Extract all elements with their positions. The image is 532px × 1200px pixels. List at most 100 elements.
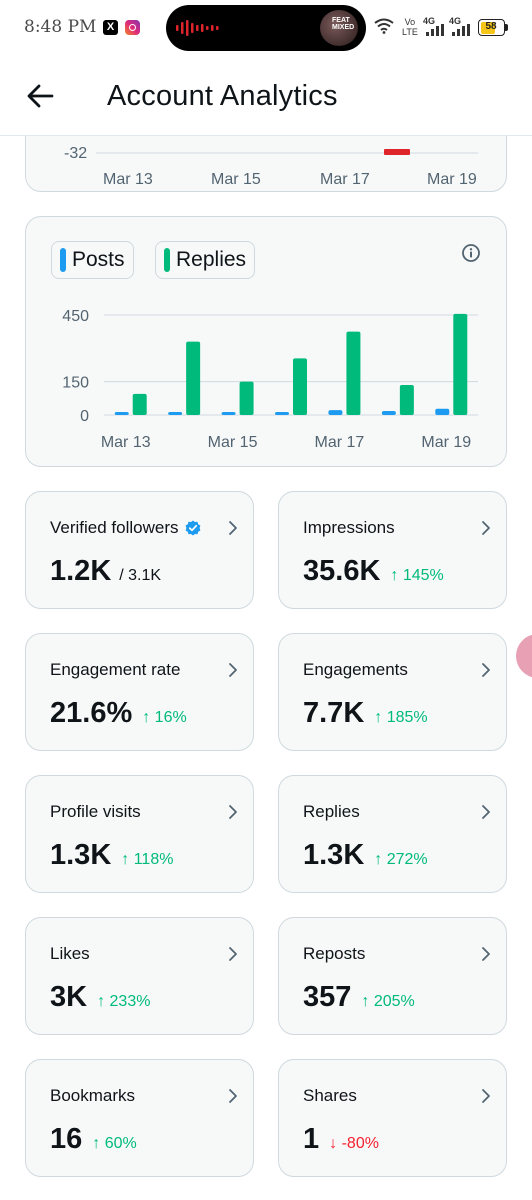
legend-posts[interactable]: Posts xyxy=(51,241,134,279)
replies-bar[interactable] xyxy=(186,341,201,415)
chevron-right-icon xyxy=(482,805,490,819)
posts-bar[interactable] xyxy=(381,411,396,415)
metric-card[interactable]: Profile visits 1.3K ↑ 118% xyxy=(25,775,254,893)
back-arrow-icon[interactable] xyxy=(22,78,58,114)
battery-nub xyxy=(505,24,508,31)
metric-value: 21.6% xyxy=(50,697,133,729)
posts-bar[interactable] xyxy=(168,412,183,415)
metric-title-text: Bookmarks xyxy=(50,1086,136,1105)
metric-value-row: 1.2K / 3.1K xyxy=(50,555,161,588)
metric-value-row: 3K ↑ 233% xyxy=(50,981,150,1014)
chevron-right-icon xyxy=(229,947,237,961)
metric-value-row: 16 ↑ 60% xyxy=(50,1123,137,1156)
metric-value-row: 7.7K ↑ 185% xyxy=(303,697,428,730)
metric-title: Bookmarks xyxy=(50,1086,135,1106)
posts-replies-chart-card: Posts Replies 450 150 0 Mar 13 Mar 15 Mar 17 M… xyxy=(25,216,507,467)
metric-card[interactable]: Reposts 357 ↑ 205% xyxy=(278,917,507,1035)
y-tick-label: -32 xyxy=(64,145,87,162)
metric-change: ↑ 118% xyxy=(121,851,174,868)
metric-card[interactable]: Likes 3K ↑ 233% xyxy=(25,917,254,1035)
metric-value-row: 21.6% ↑ 16% xyxy=(50,697,187,730)
metric-change: ↑ 145% xyxy=(390,567,444,584)
legend-label: Posts xyxy=(72,248,125,271)
metric-change: ↑ 205% xyxy=(361,993,415,1010)
wifi-icon xyxy=(374,18,394,34)
chevron-right-icon xyxy=(482,947,490,961)
chevron-right-icon xyxy=(229,663,237,677)
x-tick-label: Mar 13 xyxy=(103,171,153,188)
x-tick-label: Mar 13 xyxy=(101,434,151,451)
metric-card[interactable]: Engagement rate 21.6% ↑ 16% xyxy=(25,633,254,751)
metric-title-text: Replies xyxy=(303,802,360,821)
metric-value: 35.6K xyxy=(303,555,381,587)
metric-value-row: 1.3K ↑ 118% xyxy=(50,839,173,872)
posts-bar[interactable] xyxy=(114,412,129,415)
y-tick-label: 0 xyxy=(80,408,89,425)
previous-chart-card: -32 Mar 13 Mar 15 Mar 17 Mar 19 xyxy=(25,136,507,192)
x-tick-label: Mar 17 xyxy=(315,434,365,451)
chevron-right-icon xyxy=(229,805,237,819)
metric-title-text: Likes xyxy=(50,944,90,963)
replies-bar[interactable] xyxy=(293,358,307,415)
metric-card[interactable]: Replies 1.3K ↑ 272% xyxy=(278,775,507,893)
metric-value: 1.3K xyxy=(50,839,112,871)
posts-bar[interactable] xyxy=(435,408,450,415)
metric-title-text: Impressions xyxy=(303,518,395,537)
battery-icon: 58 xyxy=(478,19,505,36)
metric-change: ↑ 272% xyxy=(374,851,428,868)
metric-title-text: Engagement rate xyxy=(50,660,181,679)
x-tick-label: Mar 19 xyxy=(421,434,471,451)
audio-wave-icon xyxy=(176,20,219,36)
metric-card[interactable]: Verified followers 1.2K / 3.1K xyxy=(25,491,254,609)
metric-value-row: 35.6K ↑ 145% xyxy=(303,555,444,588)
metric-value: 1.2K xyxy=(50,555,112,587)
page-title: Account Analytics xyxy=(107,80,338,112)
floating-bubble[interactable] xyxy=(516,634,532,678)
replies-bar[interactable] xyxy=(239,381,254,415)
metric-card[interactable]: Engagements 7.7K ↑ 185% xyxy=(278,633,507,751)
signal-icon xyxy=(452,24,470,36)
replies-bar[interactable] xyxy=(132,393,147,415)
status-time: 8:48 PM xyxy=(24,17,97,37)
posts-bar[interactable] xyxy=(328,410,343,415)
metric-value: 357 xyxy=(303,981,352,1013)
metric-value: 7.7K xyxy=(303,697,365,729)
info-icon[interactable] xyxy=(461,243,481,263)
metric-value: 16 xyxy=(50,1123,83,1155)
metric-title: Replies xyxy=(303,802,360,822)
chart-bar xyxy=(384,149,410,155)
metric-change: ↓ -80% xyxy=(329,1135,379,1152)
metric-value-row: 1 ↓ -80% xyxy=(303,1123,379,1156)
replies-bar[interactable] xyxy=(399,385,414,415)
metric-title-text: Profile visits xyxy=(50,802,141,821)
metric-value-row: 1.3K ↑ 272% xyxy=(303,839,428,872)
metric-title: Engagement rate xyxy=(50,660,180,680)
chevron-right-icon xyxy=(482,521,490,535)
analytics-content[interactable]: -32 Mar 13 Mar 15 Mar 17 Mar 19 Posts Re… xyxy=(0,136,532,1200)
metric-change: ↑ 185% xyxy=(374,709,428,726)
metric-card[interactable]: Shares 1 ↓ -80% xyxy=(278,1059,507,1177)
posts-bar[interactable] xyxy=(275,412,289,415)
volte-indicator: Vo LTE xyxy=(402,17,418,37)
media-thumbnail-text: FEAT MIXED xyxy=(332,17,355,31)
metric-title-text: Verified followers xyxy=(50,518,179,537)
replies-bar[interactable] xyxy=(453,313,468,415)
x-tick-label: Mar 17 xyxy=(320,171,370,188)
metric-change: ↑ 60% xyxy=(92,1135,137,1152)
metric-title: Engagements xyxy=(303,660,408,680)
status-bar: 8:48 PM X FEAT MIXED Vo LTE 4G 4G xyxy=(0,0,532,58)
metric-card[interactable]: Bookmarks 16 ↑ 60% xyxy=(25,1059,254,1177)
previous-chart: -32 Mar 13 Mar 15 Mar 17 Mar 19 xyxy=(64,145,478,188)
legend-swatch-replies xyxy=(164,248,170,272)
chevron-right-icon xyxy=(482,1089,490,1103)
metric-change: ↑ 16% xyxy=(142,709,187,726)
y-tick-label: 150 xyxy=(62,375,89,392)
posts-replies-bar-chart: 450 150 0 Mar 13 Mar 15 Mar 17 Mar 19 xyxy=(62,308,478,451)
posts-bar[interactable] xyxy=(221,412,236,415)
chevron-right-icon xyxy=(482,663,490,677)
replies-bar[interactable] xyxy=(346,331,361,415)
legend-replies[interactable]: Replies xyxy=(155,241,256,279)
metric-card[interactable]: Impressions 35.6K ↑ 145% xyxy=(278,491,507,609)
signal-icon xyxy=(426,24,444,36)
instagram-icon xyxy=(125,20,140,35)
